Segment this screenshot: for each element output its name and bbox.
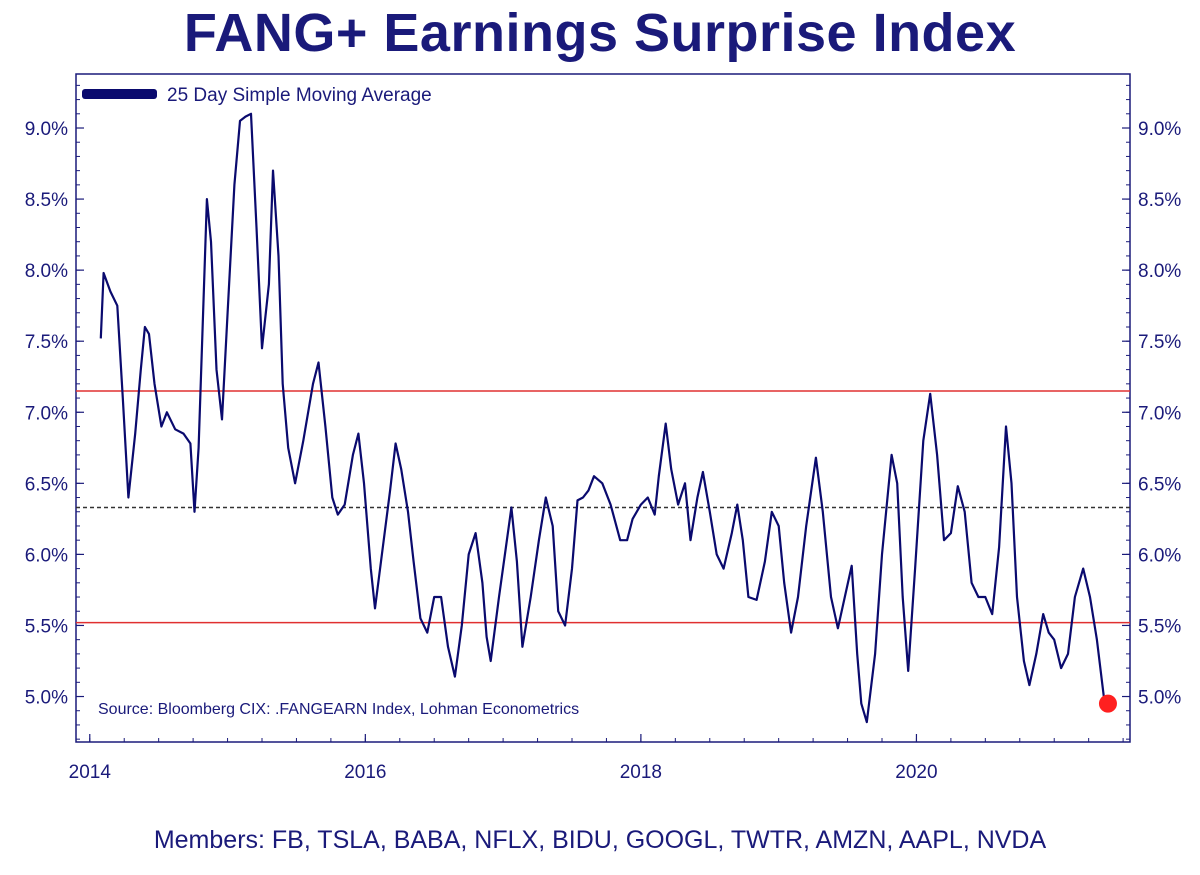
y-tick-label-right: 9.0% bbox=[1138, 119, 1181, 140]
x-axis: 2014 2016 2018 2020 bbox=[69, 734, 1124, 783]
source-annotation: Source: Bloomberg CIX: .FANGEARN Index, … bbox=[98, 701, 579, 718]
y-tick-label-right: 5.5% bbox=[1138, 616, 1181, 637]
y-tick-label-right: 8.5% bbox=[1138, 190, 1181, 211]
y-tick-label-left: 6.0% bbox=[25, 545, 68, 566]
y-tick-label-right: 6.5% bbox=[1138, 474, 1181, 495]
y-tick-label-left: 5.0% bbox=[25, 688, 68, 709]
x-tick-label: 2020 bbox=[895, 762, 937, 783]
y-axis: 5.0% 5.0% 5.5% 5.5% 6.0% 6.0% 6.5% 6.5% 7.0% 7.0%… bbox=[25, 84, 1181, 740]
y-tick-label-left: 6.5% bbox=[25, 474, 68, 495]
y-tick-label-left: 7.5% bbox=[25, 332, 68, 353]
y-tick-label-left: 5.5% bbox=[25, 616, 68, 637]
plot-frame bbox=[75, 73, 1131, 743]
series-line bbox=[99, 112, 1109, 724]
y-tick-label-right: 8.0% bbox=[1138, 261, 1181, 282]
x-tick-label: 2016 bbox=[344, 762, 386, 783]
y-tick-label-left: 9.0% bbox=[25, 119, 68, 140]
legend: 25 Day Simple Moving Average bbox=[82, 85, 432, 106]
y-tick-label-right: 7.0% bbox=[1138, 403, 1181, 424]
x-tick-label: 2014 bbox=[69, 762, 112, 783]
chart-title: FANG+ Earnings Surprise Index bbox=[183, 3, 1017, 63]
y-tick-label-left: 8.5% bbox=[25, 190, 68, 211]
latest-value-marker bbox=[1098, 694, 1117, 713]
y-tick-label-right: 7.5% bbox=[1138, 332, 1181, 353]
y-tick-label-left: 8.0% bbox=[25, 261, 68, 282]
x-tick-label: 2018 bbox=[620, 762, 662, 783]
y-tick-label-right: 5.0% bbox=[1138, 688, 1181, 709]
members-caption: Members: FB, TSLA, BABA, NFLX, BIDU, GOO… bbox=[153, 826, 1047, 854]
y-tick-label-right: 6.0% bbox=[1138, 545, 1181, 566]
legend-label: 25 Day Simple Moving Average bbox=[167, 85, 432, 106]
legend-swatch bbox=[82, 89, 157, 99]
y-tick-label-left: 7.0% bbox=[25, 403, 68, 424]
